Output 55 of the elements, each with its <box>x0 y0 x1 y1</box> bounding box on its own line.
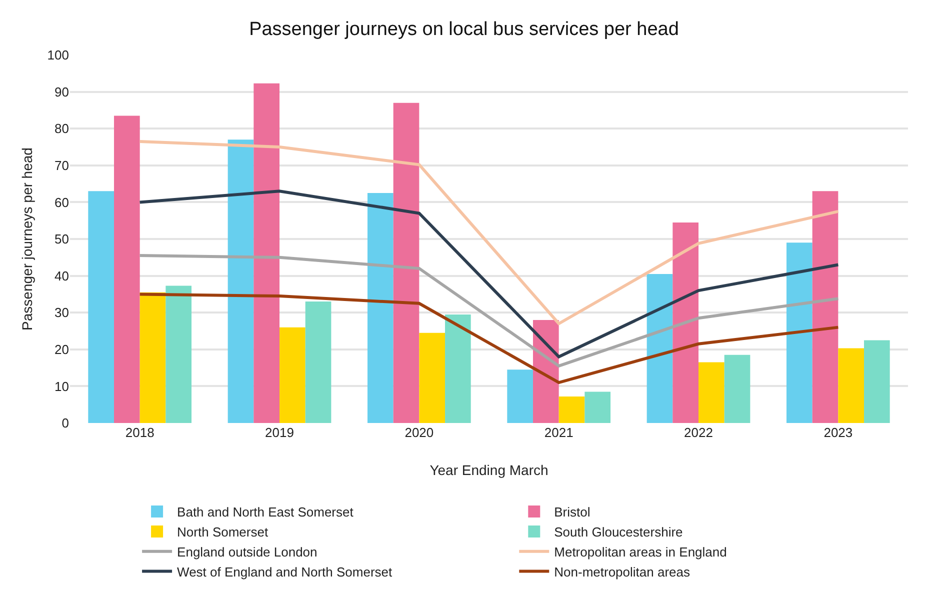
bar <box>786 242 812 423</box>
legend-label: Non-metropolitan areas <box>554 564 690 580</box>
legend-label: North Somerset <box>177 524 268 540</box>
bar <box>838 348 864 423</box>
bar <box>419 332 446 423</box>
line-series <box>138 190 840 358</box>
x-axis-title: Year Ending March <box>430 462 548 478</box>
y-tick-label: 70 <box>54 158 69 173</box>
line-series <box>138 292 840 384</box>
legend-label: Bath and North East Somerset <box>177 504 354 520</box>
bar <box>166 286 192 423</box>
bar <box>672 222 698 423</box>
y-tick-label: 90 <box>54 84 69 100</box>
bar <box>280 327 306 423</box>
bar <box>724 354 750 423</box>
bar <box>812 191 838 423</box>
bar <box>445 314 471 423</box>
bar <box>254 83 280 423</box>
x-tick-label: 2019 <box>265 425 294 440</box>
bar <box>646 274 673 423</box>
bar <box>228 140 254 423</box>
x-tick-label: 2022 <box>684 425 713 440</box>
bar <box>558 396 585 423</box>
bar <box>140 292 166 423</box>
y-tick-label: 10 <box>54 378 69 394</box>
y-tick-label: 60 <box>54 194 69 210</box>
legend-label: West of England and North Somerset <box>177 564 393 580</box>
bar <box>698 362 724 423</box>
x-tick-label: 2018 <box>125 425 154 440</box>
legend-label: South Gloucestershire <box>554 524 683 540</box>
x-tick-label: 2023 <box>824 425 853 440</box>
bar <box>584 392 611 423</box>
y-tick-label: 40 <box>54 268 69 284</box>
line-series <box>138 254 840 368</box>
bar <box>305 302 332 423</box>
legend-label: Metropolitan areas in England <box>554 544 727 560</box>
x-tick-label: 2021 <box>544 425 574 440</box>
y-tick-label: 30 <box>54 305 69 320</box>
y-tick-label: 20 <box>54 342 69 357</box>
line-series <box>138 140 840 326</box>
y-tick-label: 80 <box>54 121 69 136</box>
y-tick-label: 100 <box>47 48 69 63</box>
legend-label: England outside London <box>177 544 318 560</box>
bar <box>88 191 114 423</box>
bar <box>114 116 140 423</box>
x-tick-label: 2020 <box>404 425 434 440</box>
bar <box>507 370 533 423</box>
y-axis-title: Passenger journeys per head <box>19 148 35 330</box>
chart-title: Passenger journeys on local bus services per head <box>249 18 679 40</box>
legend-label: Bristol <box>554 504 590 520</box>
bar <box>393 102 420 423</box>
y-tick-label: 50 <box>54 232 69 247</box>
bar <box>367 193 394 423</box>
y-tick-label: 0 <box>62 416 69 431</box>
bar <box>864 340 890 423</box>
